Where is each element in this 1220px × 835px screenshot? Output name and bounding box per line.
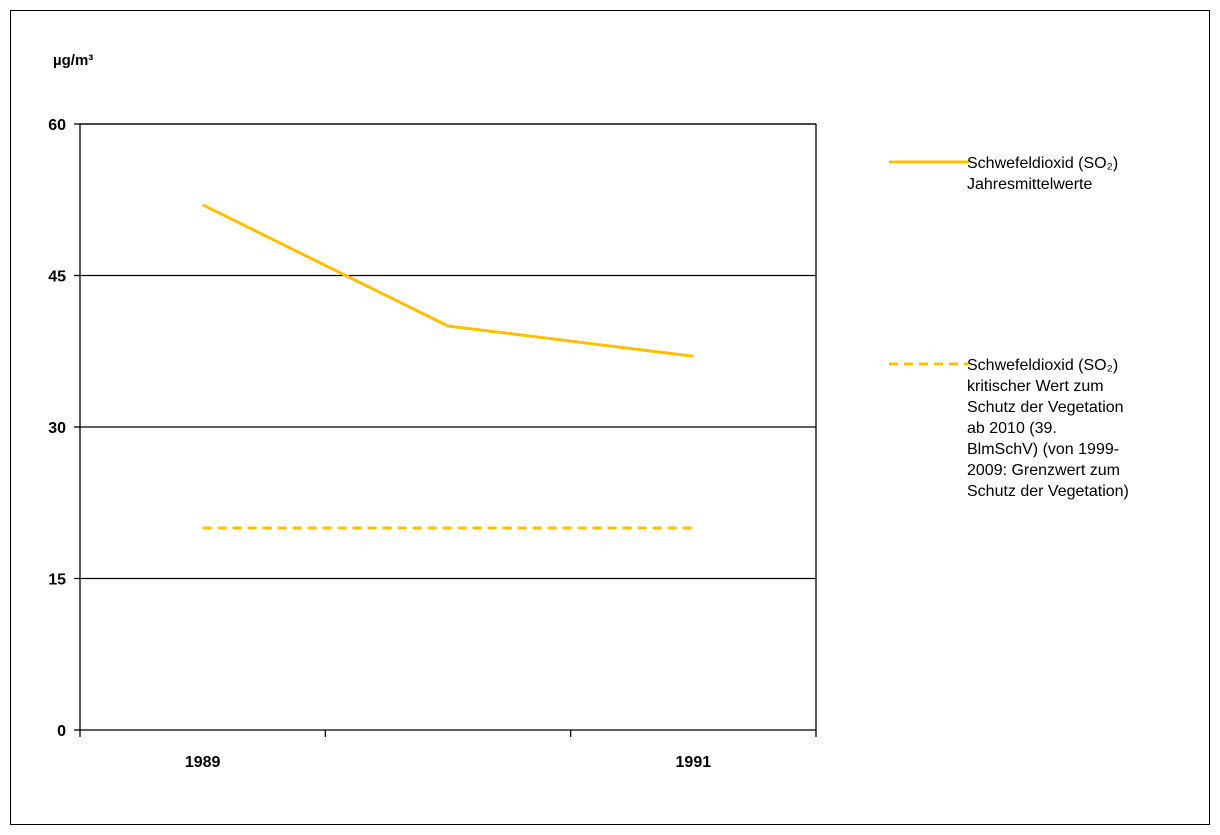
legend-label-line: Schwefeldioxid (SO₂) xyxy=(967,155,1118,172)
y-tick-label: 30 xyxy=(48,420,66,437)
gridlines xyxy=(80,123,816,580)
legend-label-line: 2009: Grenzwert zum xyxy=(967,462,1120,479)
legend-label-line: Schutz der Vegetation) xyxy=(967,483,1129,500)
x-tick-label: 1991 xyxy=(676,754,712,771)
legend-label-line: kritischer Wert zum xyxy=(967,378,1104,395)
axes: 0 15 30 45 60 1989 1991 xyxy=(48,117,817,771)
legend-entry: Schwefeldioxid (SO₂) kritischer Wert zum S… xyxy=(889,357,1129,500)
y-tick-label: 60 xyxy=(48,117,66,134)
x-tick-label: 1989 xyxy=(185,754,221,771)
legend-label-line: Schutz der Vegetation xyxy=(967,399,1124,416)
y-tick-label: 45 xyxy=(48,269,66,286)
legend-label-line: ab 2010 (39. xyxy=(967,420,1057,437)
series-line-jahresmittel xyxy=(202,203,694,358)
y-tick-label: 0 xyxy=(57,723,66,740)
legend-label-line: Jahresmittelwerte xyxy=(967,176,1092,193)
chart-frame: µg/m³ 0 15 30 45 60 1989 1991 Schwefeldioxid (… xyxy=(10,10,1210,825)
y-tick-label: 15 xyxy=(48,572,66,589)
legend-label-line: Schwefeldioxid (SO₂) xyxy=(967,357,1118,374)
legend: Schwefeldioxid (SO₂)JahresmittelwerteSch… xyxy=(889,155,1129,500)
y-unit-label: µg/m³ xyxy=(53,52,93,69)
line-chart: µg/m³ 0 15 30 45 60 1989 1991 Schwefeldioxid (… xyxy=(48,52,1129,771)
legend-label-line: BlmSchV) (von 1999- xyxy=(967,441,1119,458)
legend-entry: Schwefeldioxid (SO₂) Jahresmittelwerte xyxy=(889,155,1118,193)
series-layer xyxy=(202,203,694,530)
